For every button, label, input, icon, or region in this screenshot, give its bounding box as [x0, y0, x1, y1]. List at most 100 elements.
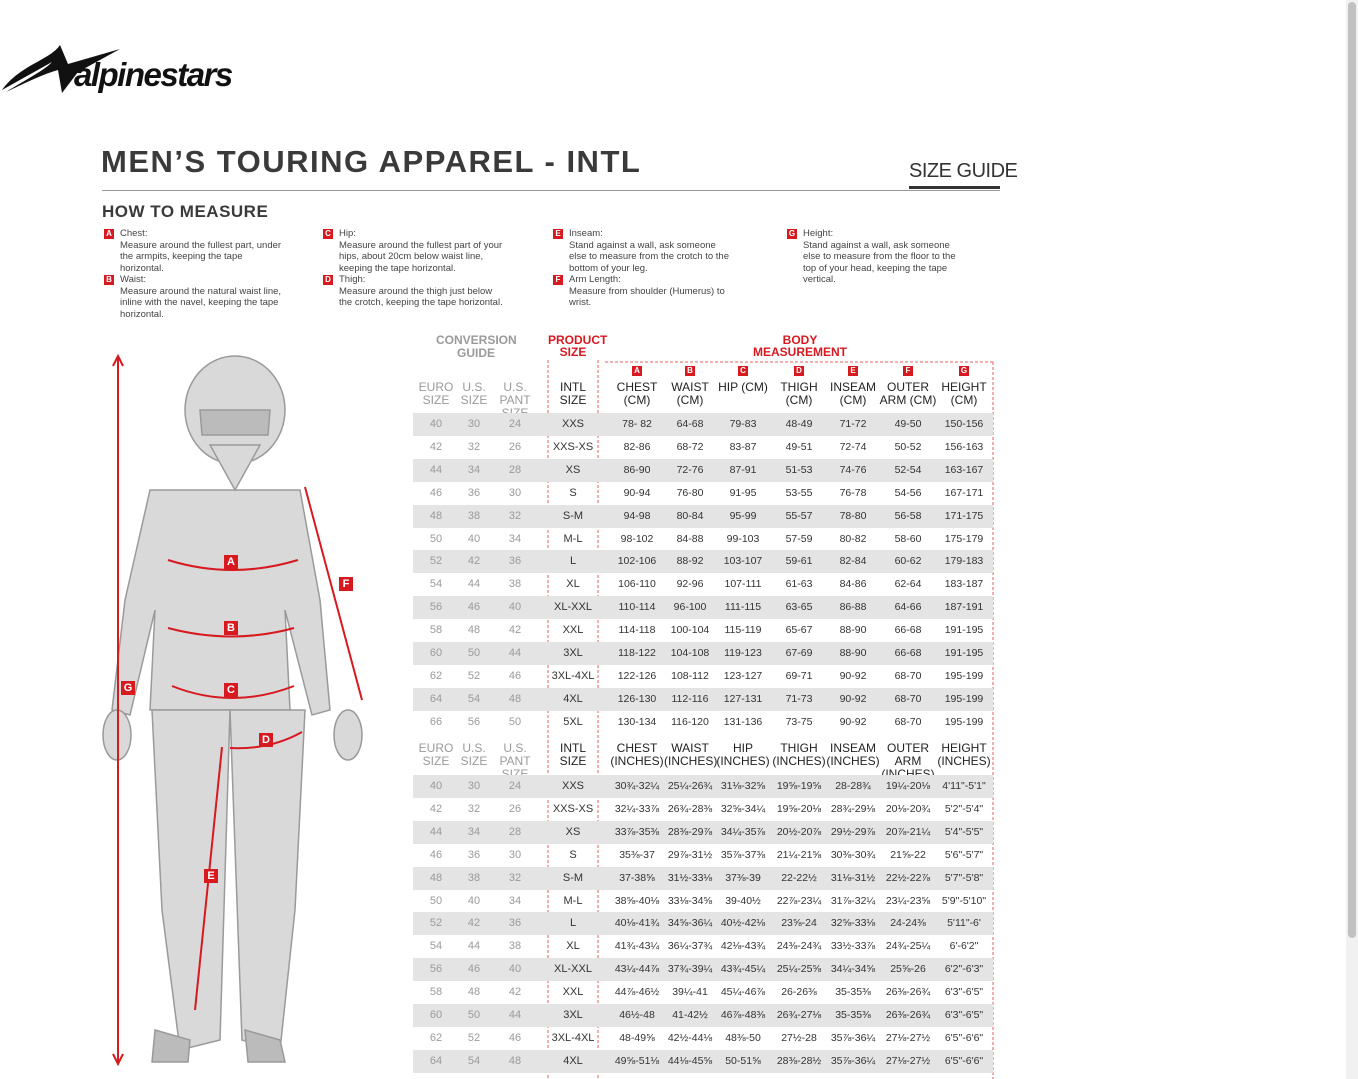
table-cell: 40½-42⅛: [720, 917, 766, 930]
table-cell: 6'5"-6'6": [944, 1054, 984, 1067]
instruction: G Height: Stand against a wall, ask someon…: [785, 228, 967, 286]
instruction: D Thigh: Measure around the thigh just bel…: [321, 274, 503, 309]
table-cell: 91-95: [729, 486, 757, 499]
table-cell: 64: [429, 1054, 443, 1067]
column-header: INSEAM (CM): [829, 380, 876, 407]
table-cell: 30: [467, 780, 481, 792]
table-cell: 35⅜-37: [619, 848, 655, 861]
table-cell: 40: [467, 894, 481, 907]
table-cell: 40⅛-41¾: [614, 917, 660, 930]
table-cell: XL-XXL: [554, 601, 592, 614]
table-cell: 4XL: [563, 1054, 583, 1067]
size-guide-tag: SIZE GUIDE: [909, 160, 1018, 182]
table-cell: 73-75: [785, 715, 813, 728]
table-cell: 56: [429, 601, 443, 614]
table-cell: 30: [508, 486, 522, 499]
instruction-text: Stand against a wall, ask someone else t…: [803, 239, 956, 286]
table-cell: 25¼-25⅝: [776, 963, 822, 976]
table-cell: 50: [429, 532, 443, 545]
table-cell: 44: [508, 647, 522, 659]
table-cell: 46: [429, 848, 443, 861]
instruction-text: Measure around the fullest part of your …: [339, 239, 503, 274]
table-cell: 64-66: [894, 601, 922, 614]
table-cell: 90-94: [623, 486, 651, 499]
letter-badge: F: [553, 275, 563, 285]
table-cell: 30: [508, 848, 522, 861]
scrollbar[interactable]: [1346, 0, 1358, 1079]
table-cell: 42: [508, 986, 522, 999]
table-cell: 131-136: [723, 715, 763, 728]
table-cell: 6'3"-6'5": [944, 986, 984, 999]
table-cell: 44: [429, 463, 443, 476]
table-cell: M-L: [563, 532, 583, 545]
table-cell: 52-54: [894, 463, 922, 476]
table-cell: 52: [429, 917, 443, 930]
table-cell: 27⅛-27½: [885, 1031, 931, 1044]
table-cell: 42½-44⅛: [667, 1031, 713, 1044]
table-cell: 106-110: [618, 578, 656, 591]
table-cell: 24: [508, 780, 522, 792]
table-cell: 26¾-27⅛: [776, 1009, 822, 1021]
table-cell: 31½-33⅛: [667, 871, 713, 884]
table-cell: 38: [508, 940, 522, 953]
figure-letter: F: [339, 577, 353, 591]
instruction: C Hip: Measure around the fullest part of …: [321, 228, 503, 274]
table-row: 44 34 28 XS 33⅞-35⅜ 28⅜-29⅞ 34¼-35⅞ 20½-20⅞ 29½-…: [413, 820, 993, 844]
table-cell: 34¼-34⅝: [830, 963, 876, 976]
table-cell: 58: [429, 624, 443, 637]
instruction-label: Height:: [803, 228, 834, 239]
table-cell: 110-114: [618, 601, 656, 614]
table-cell: 79-83: [729, 418, 757, 430]
table-cell: 100-104: [670, 624, 710, 637]
table-cell: 99-103: [726, 532, 760, 545]
column-header: CHEST (CM): [616, 380, 658, 407]
table-cell: 104-108: [670, 647, 710, 659]
table-cell: 92-96: [676, 578, 704, 591]
table-row: 52 42 36 L 40⅛-41¾ 34⅝-36¼ 40½-42⅛ 23⅝-24 32⅝-33…: [413, 912, 993, 936]
table-cell: 32: [467, 802, 481, 815]
table-cell: 123-127: [723, 669, 763, 682]
table-cell: 20⅞-21¼: [885, 825, 931, 838]
instruction-column: G Height: Stand against a wall, ask someon…: [785, 228, 967, 286]
scroll-thumb[interactable]: [1348, 2, 1356, 938]
table-cell: 31⅞-32¼: [830, 894, 876, 907]
table-cell: 48: [508, 692, 522, 705]
column-header: EURO SIZE: [418, 380, 454, 407]
table-cell: 6'-6'2": [949, 940, 979, 953]
table-cell: 102-106: [617, 555, 657, 568]
table-cell: 54-56: [894, 486, 922, 499]
table-cell: L: [569, 555, 577, 568]
table-cell: 28: [508, 825, 522, 838]
table-cell: 48: [429, 871, 443, 884]
column-header: WAIST (INCHES): [664, 741, 718, 768]
table-cell: 35⅞-37⅜: [720, 848, 766, 861]
table-cell: 46: [467, 963, 481, 976]
table-cell: 50-51⅝: [725, 1054, 761, 1067]
table-cell: 195-199: [944, 669, 984, 682]
page-title: MEN’S TOURING APPAREL - INTL: [101, 144, 642, 179]
table-cell: 60-62: [894, 555, 922, 568]
table-cell: 41¾-43¼: [614, 940, 660, 953]
table-cell: XXL: [562, 624, 584, 637]
table-cell: 29⅞-31½: [667, 848, 713, 861]
table-cell: 59-61: [785, 555, 813, 568]
table-cell: 48: [508, 1054, 522, 1067]
table-cell: 36: [508, 917, 522, 930]
table-cell: 26¾-28⅜: [667, 802, 713, 815]
table-cell: 49⅝-51⅛: [614, 1054, 660, 1067]
table-cell: 80-82: [839, 532, 867, 545]
table-cell: 112-116: [671, 692, 709, 705]
table-cell: 107-111: [724, 578, 762, 591]
table-cell: 32⅝-33⅛: [830, 917, 876, 930]
table-cell: L: [569, 917, 577, 930]
table-cell: 3XL: [563, 647, 583, 659]
table-cell: 76-80: [676, 486, 704, 499]
figure-letter: B: [224, 621, 238, 635]
table-cell: 42⅛-43¾: [720, 940, 766, 953]
table-cell: 28¾-29⅛: [830, 802, 876, 815]
table-cell: 35⅞-36¼: [830, 1031, 876, 1044]
table-cell: 34: [467, 463, 481, 476]
table-cell: 40: [429, 780, 443, 792]
table-cell: 36: [467, 486, 481, 499]
table-cell: S: [569, 486, 577, 499]
